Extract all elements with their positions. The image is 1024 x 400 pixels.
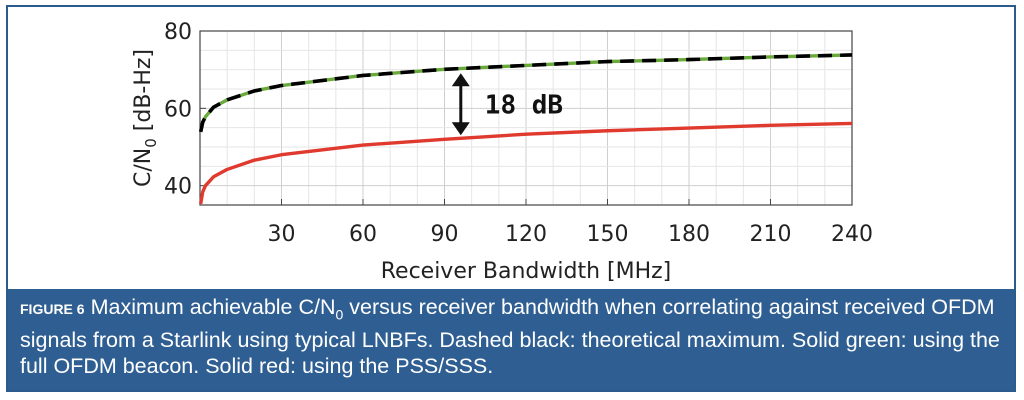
x-tick-label: 60 [349, 222, 377, 247]
y-tick-label: 60 [164, 97, 192, 122]
caption-text: Maximum achievable C/N [90, 295, 336, 319]
x-tick-label: 30 [268, 222, 296, 247]
y-axis-label: C/N0 [dB-Hz] [131, 49, 160, 187]
x-tick-label: 210 [750, 222, 792, 247]
annotation-label: 18 dB [485, 90, 563, 120]
y-axis-label-sub: 0 [142, 138, 160, 148]
grid [200, 31, 852, 205]
annotation: 18 dB [451, 73, 563, 136]
x-tick-label: 150 [587, 222, 629, 247]
series-line-theoretical-maximum [198, 53, 853, 133]
y-tick-label: 80 [164, 20, 192, 45]
y-axis-label-unit-text: [dB-Hz] [131, 49, 156, 131]
caption-subscript: 0 [335, 306, 344, 323]
caption-text-rest: versus receiver bandwidth when correlati… [20, 295, 1000, 379]
x-axis-label: Receiver Bandwidth [MHz] [381, 259, 672, 284]
axis-ticks: 30 60 90 120 150 180 210 240 40 60 80 [164, 20, 873, 247]
annotation-arrow-head-down [451, 122, 470, 136]
series-line-pss-sss [199, 121, 853, 205]
series-group [198, 53, 853, 205]
y-tick-label: 40 [164, 175, 192, 200]
x-tick-label: 90 [431, 222, 459, 247]
x-tick-label: 180 [668, 222, 710, 247]
annotation-arrow-head-up [451, 73, 470, 87]
x-tick-label: 120 [505, 222, 547, 247]
caption-label: FIGURE 6 [20, 301, 85, 317]
x-tick-label: 240 [831, 222, 873, 247]
chart: 30 60 90 120 150 180 210 240 40 60 80 18 dB Receiv… [131, 20, 873, 284]
figure-caption: FIGURE 6 Maximum achievable C/N0 versus r… [8, 289, 1014, 390]
y-axis-label-main: C/N [131, 148, 156, 187]
y-axis-label-unit [131, 131, 156, 138]
